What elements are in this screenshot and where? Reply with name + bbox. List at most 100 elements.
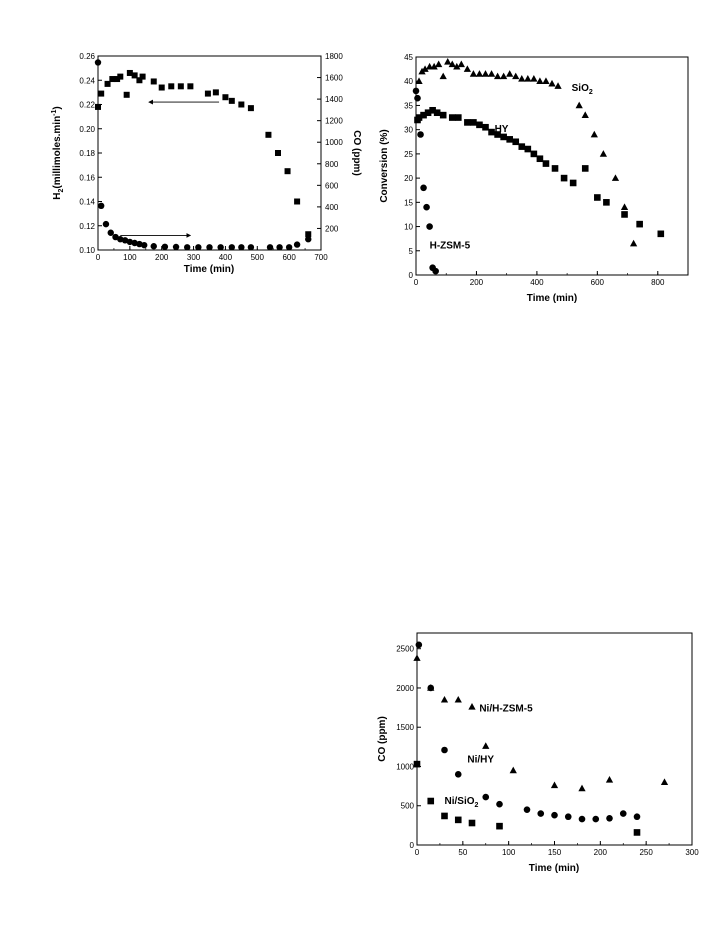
point-triangle [611, 174, 620, 181]
point-triangle [457, 60, 465, 68]
point-triangle [530, 75, 538, 82]
point-circle [415, 641, 423, 649]
point-square [657, 230, 665, 238]
point-circle [537, 810, 545, 817]
point-square [117, 73, 124, 80]
point-triangle [548, 79, 556, 87]
point-circle [131, 239, 138, 247]
point-square [413, 760, 421, 768]
point-triangle [542, 77, 550, 85]
point-triangle [463, 65, 472, 72]
x-tick-label: 200 [594, 848, 608, 857]
point-square [126, 69, 133, 76]
point-circle [195, 244, 202, 251]
y-tick-label: 0.22 [79, 101, 95, 110]
y-tick-label: 25 [404, 150, 413, 159]
point-circle [432, 267, 439, 275]
point-square [494, 131, 501, 138]
point-square [496, 822, 503, 830]
y-tick-label: 45 [404, 53, 413, 62]
point-triangle [524, 75, 532, 82]
point-triangle [660, 778, 669, 785]
x-tick-label: 50 [458, 848, 467, 857]
point-square [95, 103, 101, 110]
point-triangle [415, 77, 423, 85]
point-square [98, 90, 105, 97]
x-tick-label: 600 [282, 253, 296, 262]
point-square [415, 114, 423, 121]
x-tick-label: 800 [651, 278, 665, 287]
point-square [488, 128, 495, 136]
plot-frame [415, 56, 689, 276]
x-tick-label: 400 [219, 253, 233, 262]
point-triangle [475, 70, 484, 77]
chart-h2-co: 0 100 200 300 400 500 600 700 0.100.120.140.160… [51, 52, 362, 275]
point-triangle [454, 695, 462, 703]
x-tick-label: 500 [251, 253, 265, 262]
x-ticks: 0 50 100 150 200 250 300 [415, 841, 699, 857]
point-square [506, 136, 513, 143]
point-circle [454, 771, 462, 778]
point-square [168, 83, 175, 90]
point-square [551, 165, 559, 172]
x-tick-label: 400 [530, 278, 544, 287]
point-square [109, 76, 116, 83]
point-square [512, 138, 520, 146]
point-triangle [599, 150, 608, 157]
point-circle [184, 244, 191, 251]
point-square [424, 109, 432, 117]
point-triangle [629, 239, 638, 247]
data-points [412, 58, 665, 275]
y-ticks: 0 5 10 15 20 25 30 35 40 45 [404, 53, 420, 280]
y-tick-label: 10 [404, 223, 413, 232]
y-tick-label: 15 [404, 198, 413, 207]
point-triangle [620, 203, 629, 210]
point-square [518, 143, 526, 150]
point-square [536, 155, 544, 163]
point-circle [606, 815, 613, 822]
y-ticks-left: 0.10 0.12 0.14 0.16 0.18 0.20 0.22 0.24 0.26 [79, 52, 102, 255]
y-tick-label: 1000 [396, 762, 414, 771]
trend-arrows [120, 99, 220, 238]
x-tick-label: 300 [685, 848, 699, 857]
y-tick-label: 0.24 [79, 76, 95, 85]
y-ticks: 0 500 1000 1500 2000 2500 [396, 645, 421, 850]
y-tick-label: 0 [410, 841, 415, 850]
point-triangle [578, 784, 586, 792]
y-tick-label: 0.10 [79, 246, 95, 255]
point-square [581, 165, 589, 172]
point-circle [285, 244, 293, 251]
point-square [131, 72, 138, 79]
point-circle [217, 244, 224, 251]
point-circle [266, 244, 274, 251]
point-circle [94, 59, 102, 66]
y-tick-label: 1600 [325, 74, 343, 83]
point-triangle [493, 72, 502, 80]
x-tick-label: 700 [314, 253, 328, 262]
point-circle [427, 684, 435, 692]
point-triangle [506, 70, 514, 77]
y-tick-label: 0 [409, 271, 414, 280]
x-tick-label: 200 [470, 278, 484, 287]
point-square [594, 194, 601, 201]
x-tick-label: 300 [187, 253, 201, 262]
point-square [247, 105, 254, 112]
point-circle [161, 243, 169, 250]
point-triangle [481, 70, 490, 77]
x-ticks: 0 200 400 600 800 [414, 271, 689, 287]
point-circle [172, 243, 180, 251]
point-square [636, 220, 643, 228]
point-circle [107, 229, 114, 236]
point-circle [97, 202, 105, 210]
point-triangle [518, 75, 526, 82]
data-points [413, 641, 669, 836]
point-circle [420, 184, 427, 192]
point-triangle [509, 766, 517, 774]
x-tick-label: 100 [123, 253, 137, 262]
x-axis-label: Time (min) [184, 264, 234, 275]
y-tick-label: 0.16 [79, 173, 95, 182]
data-points [94, 59, 312, 251]
point-square [569, 179, 577, 187]
series-label-hzsm5: H-ZSM-5 [430, 240, 471, 251]
y-tick-label: 500 [401, 802, 415, 811]
